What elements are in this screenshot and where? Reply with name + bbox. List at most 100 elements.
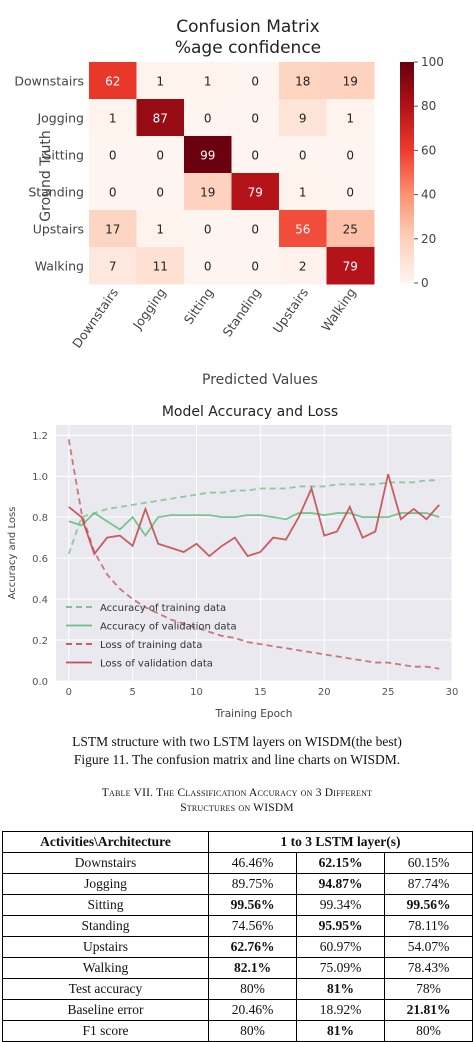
acc-x-tick-label: 10	[190, 687, 203, 698]
table-body: Downstairs 46.46% 62.15% 60.15% Jogging 89.75…	[2, 852, 473, 1042]
acc-legend-label: Loss of validation data	[100, 659, 213, 670]
table-cell: 80%	[208, 978, 297, 1000]
acc-series-line	[68, 511, 440, 538]
table-cell: 78.11%	[384, 915, 473, 937]
table-cell: 87.74%	[384, 873, 473, 895]
cm-cell-value: 0	[251, 112, 259, 126]
cm-cell	[279, 173, 327, 211]
table-row: Walking 82.1% 75.09% 78.43%	[2, 957, 473, 979]
acc-lines	[67, 439, 440, 670]
table-cell: 99.34%	[296, 894, 385, 916]
cm-cell-value: 56	[295, 223, 310, 237]
cm-col-label: Jogging	[129, 285, 169, 333]
cm-cell	[326, 62, 375, 100]
cm-cell	[231, 210, 280, 248]
cm-cell	[184, 62, 232, 100]
cm-cell	[89, 247, 137, 285]
cm-cell-value: 0	[346, 149, 354, 163]
table-cell: 54.07%	[384, 936, 473, 958]
table-cell: 62.15%	[296, 852, 385, 874]
acc-ylabel: Accuracy and Loss	[7, 507, 18, 600]
cm-cell	[326, 247, 375, 285]
cm-colorbar-ticks: 0 20 40 60 80 100	[414, 55, 444, 290]
cm-cell-value: 1	[299, 186, 307, 200]
acc-series-line	[68, 473, 440, 558]
cm-cell-value: 0	[251, 223, 259, 237]
cm-row-label: Standing	[28, 185, 84, 200]
cm-cell	[279, 210, 327, 248]
cm-cell-value: 11	[153, 260, 168, 274]
cm-xlabel: Predicted Values	[202, 372, 318, 388]
figure-caption: Figure 11. The confusion matrix and line…	[73, 752, 401, 767]
table-row-label: Jogging	[2, 873, 209, 895]
cm-col-labels: Downstairs Jogging Sitting Standing Upstairs…	[69, 285, 359, 351]
cm-cell-value: 0	[156, 149, 164, 163]
cm-colorbar	[400, 62, 414, 283]
cm-cell	[279, 99, 327, 137]
table-cell: 78.43%	[384, 957, 473, 979]
cm-col-label: Walking	[318, 285, 359, 334]
table-row: Jogging 89.75% 94.87% 87.74%	[2, 873, 473, 895]
table-row: Downstairs 46.46% 62.15% 60.15%	[2, 852, 473, 874]
cm-cell-value: 1	[204, 75, 212, 89]
cm-cell	[326, 210, 375, 248]
cm-cell-value: 0	[346, 186, 354, 200]
cm-ylabel: Ground Truth	[38, 130, 54, 221]
acc-legend-label: Loss of training data	[100, 640, 202, 651]
cm-cell	[326, 136, 375, 174]
cm-row-label: Walking	[35, 259, 84, 274]
table-cell: 99.56%	[384, 894, 473, 916]
table-row: Test accuracy 80% 81% 78%	[2, 978, 473, 1000]
acc-y-tick-label: 1.0	[32, 472, 48, 483]
cm-cell	[89, 173, 137, 211]
acc-xlabel: Training Epoch	[215, 708, 293, 720]
cm-cell-value: 1	[346, 112, 354, 126]
cm-cell	[184, 173, 232, 211]
table-row: Baseline error 20.46% 18.92% 21.81%	[2, 999, 473, 1021]
cm-col-label: Standing	[219, 285, 263, 339]
acc-plot-area	[56, 425, 452, 681]
cm-cell-value: 0	[251, 75, 259, 89]
table-cell: 46.46%	[208, 852, 297, 874]
acc-ticks: 0 5 10 15 20 25 30 0.0 0.2 0.4 0.6 0.8 1.0 1.2	[32, 431, 458, 698]
cm-colorbar-tick-label: 20	[421, 232, 436, 246]
cm-cell-value: 19	[200, 186, 215, 200]
cm-cell	[231, 62, 280, 100]
cm-cell-value: 0	[251, 260, 259, 274]
cm-colorbar-tick-label: 0	[421, 276, 429, 290]
cm-cell-value: 87	[153, 112, 168, 126]
cm-cell-value: 0	[156, 186, 164, 200]
table-cell: 78%	[384, 978, 473, 1000]
cm-cell	[184, 210, 232, 248]
cm-cell	[136, 173, 185, 211]
cm-row-label: Jogging	[36, 111, 84, 126]
acc-y-tick-label: 0.8	[32, 513, 48, 524]
acc-y-tick-label: 0.6	[32, 554, 48, 565]
cm-cell-value: 0	[109, 149, 117, 163]
cm-cell-value: 0	[251, 149, 259, 163]
accuracy-table: Activities\Architecture 1 to 3 LSTM laye…	[2, 831, 473, 1042]
cm-cell-value: 9	[299, 112, 307, 126]
table-cell: 82.1%	[208, 957, 297, 979]
table-title-line-2: Structures on WISDM	[180, 802, 294, 814]
cm-cell-value: 19	[343, 75, 358, 89]
table-row: Sitting 99.56% 99.34% 99.56%	[2, 894, 473, 916]
cm-cell	[136, 136, 185, 174]
cm-cell	[89, 99, 137, 137]
table-cell: 81%	[296, 978, 385, 1000]
cm-cell-value: 17	[105, 223, 120, 237]
cm-cell	[184, 99, 232, 137]
cm-cell	[136, 99, 185, 137]
table-cell: 95.95%	[296, 915, 385, 937]
cm-cell	[89, 62, 137, 100]
acc-title: Model Accuracy and Loss	[162, 404, 338, 420]
cm-cell-value: 1	[109, 112, 117, 126]
cm-row-label: Sitting	[43, 148, 84, 163]
table-cell: 75.09%	[296, 957, 385, 979]
cm-cell-value: 62	[105, 75, 120, 89]
table-row-label: Sitting	[2, 894, 209, 916]
acc-y-tick-label: 1.2	[32, 431, 48, 442]
table-cell: 89.75%	[208, 873, 297, 895]
cm-row-label: Upstairs	[33, 222, 84, 237]
accuracy-loss-chart: Model Accuracy and Loss 0 5 10 15 20 25 300.00…	[7, 404, 458, 720]
